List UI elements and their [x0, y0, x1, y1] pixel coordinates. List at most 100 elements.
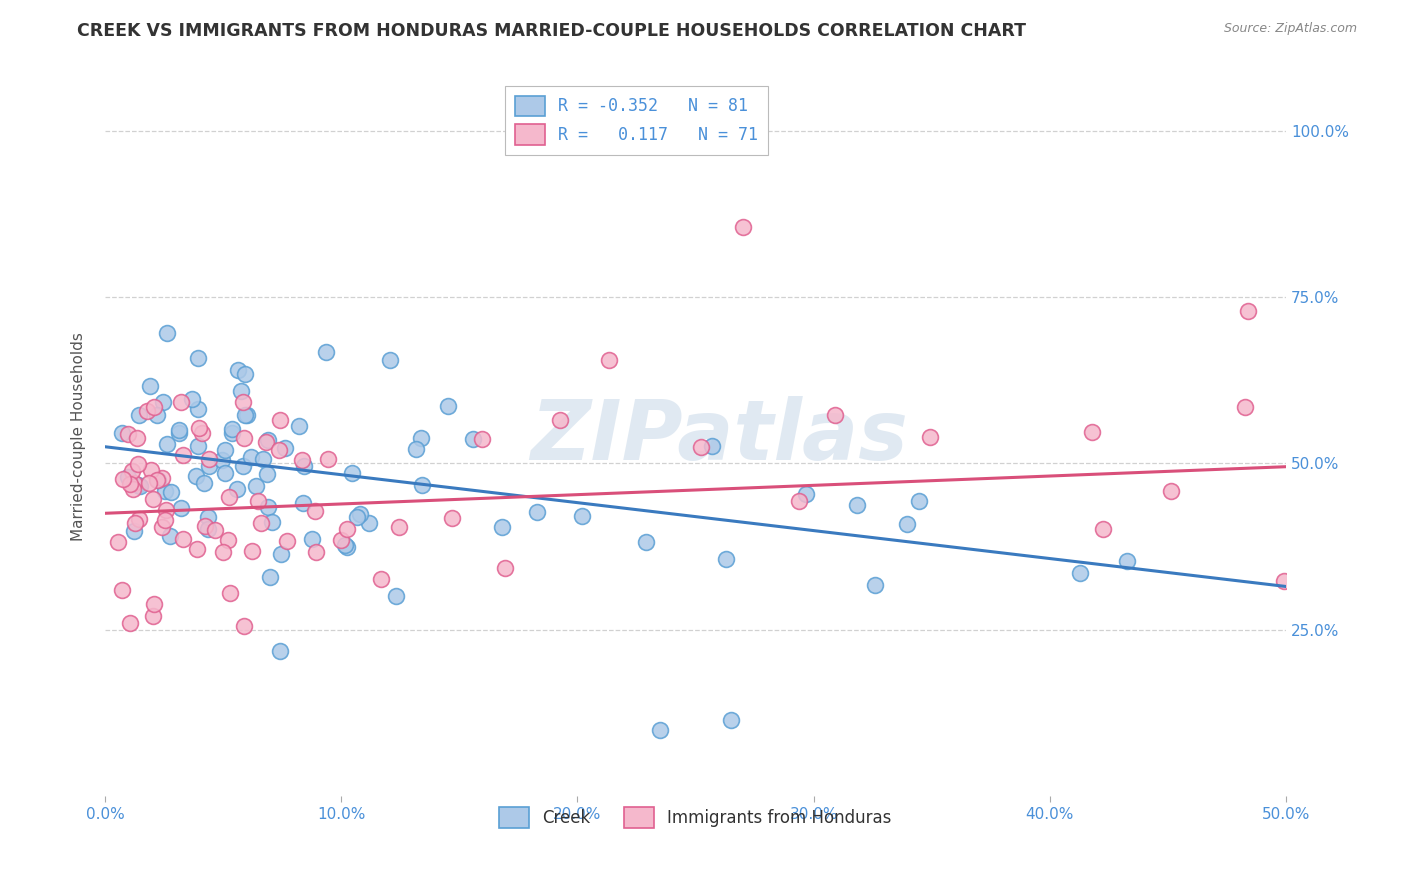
Point — [342, 467, 364, 481]
Point — [125, 432, 148, 446]
Point — [494, 561, 516, 575]
Point — [907, 493, 929, 508]
Point — [236, 409, 259, 423]
Point — [245, 479, 267, 493]
Point — [198, 458, 221, 473]
Point — [187, 421, 209, 435]
Point — [246, 493, 269, 508]
Point — [1160, 484, 1182, 499]
Point — [146, 474, 169, 488]
Point — [122, 483, 145, 497]
Point — [221, 426, 243, 441]
Text: Source: ZipAtlas.com: Source: ZipAtlas.com — [1223, 22, 1357, 36]
Point — [304, 503, 326, 517]
Point — [187, 351, 209, 365]
Point — [117, 426, 139, 441]
Point — [461, 433, 484, 447]
Point — [218, 490, 240, 504]
Point — [794, 487, 817, 501]
Point — [117, 470, 139, 484]
Point — [152, 394, 174, 409]
Point — [330, 533, 353, 547]
Point — [118, 615, 141, 630]
Point — [260, 515, 283, 529]
Point — [124, 516, 146, 531]
Point — [824, 408, 846, 422]
Point — [349, 507, 371, 521]
Point — [122, 476, 145, 491]
Point — [197, 452, 219, 467]
Point — [315, 344, 337, 359]
Point — [634, 535, 657, 549]
Point — [274, 441, 297, 455]
Point — [571, 508, 593, 523]
Point — [269, 413, 291, 427]
Point — [233, 367, 256, 381]
Point — [193, 476, 215, 491]
Point — [153, 483, 176, 498]
Point — [526, 505, 548, 519]
Point — [276, 534, 298, 549]
Point — [228, 363, 250, 377]
Point — [378, 353, 401, 368]
Point — [142, 608, 165, 623]
Text: ZIPatlas: ZIPatlas — [530, 396, 908, 477]
Point — [122, 524, 145, 538]
Point — [865, 578, 887, 592]
Point — [305, 545, 328, 559]
Point — [212, 545, 235, 559]
Point — [491, 520, 513, 534]
Point — [700, 439, 723, 453]
Point — [256, 467, 278, 482]
Point — [121, 464, 143, 478]
Point — [336, 522, 359, 536]
Point — [316, 452, 339, 467]
Point — [1069, 566, 1091, 581]
Point — [136, 404, 159, 418]
Point — [1115, 554, 1137, 568]
Point — [142, 597, 165, 611]
Point — [142, 492, 165, 507]
Point — [232, 394, 254, 409]
Point — [211, 453, 233, 467]
Point — [159, 485, 181, 500]
Point — [548, 413, 571, 427]
Point — [139, 379, 162, 393]
Point — [197, 509, 219, 524]
Point — [229, 384, 252, 399]
Point — [267, 443, 290, 458]
Point — [128, 512, 150, 526]
Point — [787, 494, 810, 508]
Point — [214, 442, 236, 457]
Point — [291, 452, 314, 467]
Point — [240, 543, 263, 558]
Point — [370, 572, 392, 586]
Point — [172, 532, 194, 546]
Point — [405, 442, 427, 456]
Point — [471, 433, 494, 447]
Point — [167, 425, 190, 440]
Point — [217, 533, 239, 547]
Point — [411, 478, 433, 492]
Point — [440, 511, 463, 525]
Point — [187, 401, 209, 416]
Point — [233, 431, 256, 445]
Point — [167, 423, 190, 437]
Point — [172, 448, 194, 462]
Point — [127, 457, 149, 471]
Point — [226, 482, 249, 496]
Point — [110, 425, 132, 440]
Point — [233, 619, 256, 633]
Point — [648, 723, 671, 737]
Point — [186, 542, 208, 557]
Point — [333, 538, 356, 552]
Point — [388, 519, 411, 533]
Point — [219, 586, 242, 600]
Point — [1234, 400, 1257, 414]
Point — [153, 512, 176, 526]
Point — [385, 589, 408, 603]
Y-axis label: Married-couple Households: Married-couple Households — [72, 333, 86, 541]
Point — [256, 433, 278, 447]
Point — [1272, 574, 1295, 588]
Point — [291, 496, 314, 510]
